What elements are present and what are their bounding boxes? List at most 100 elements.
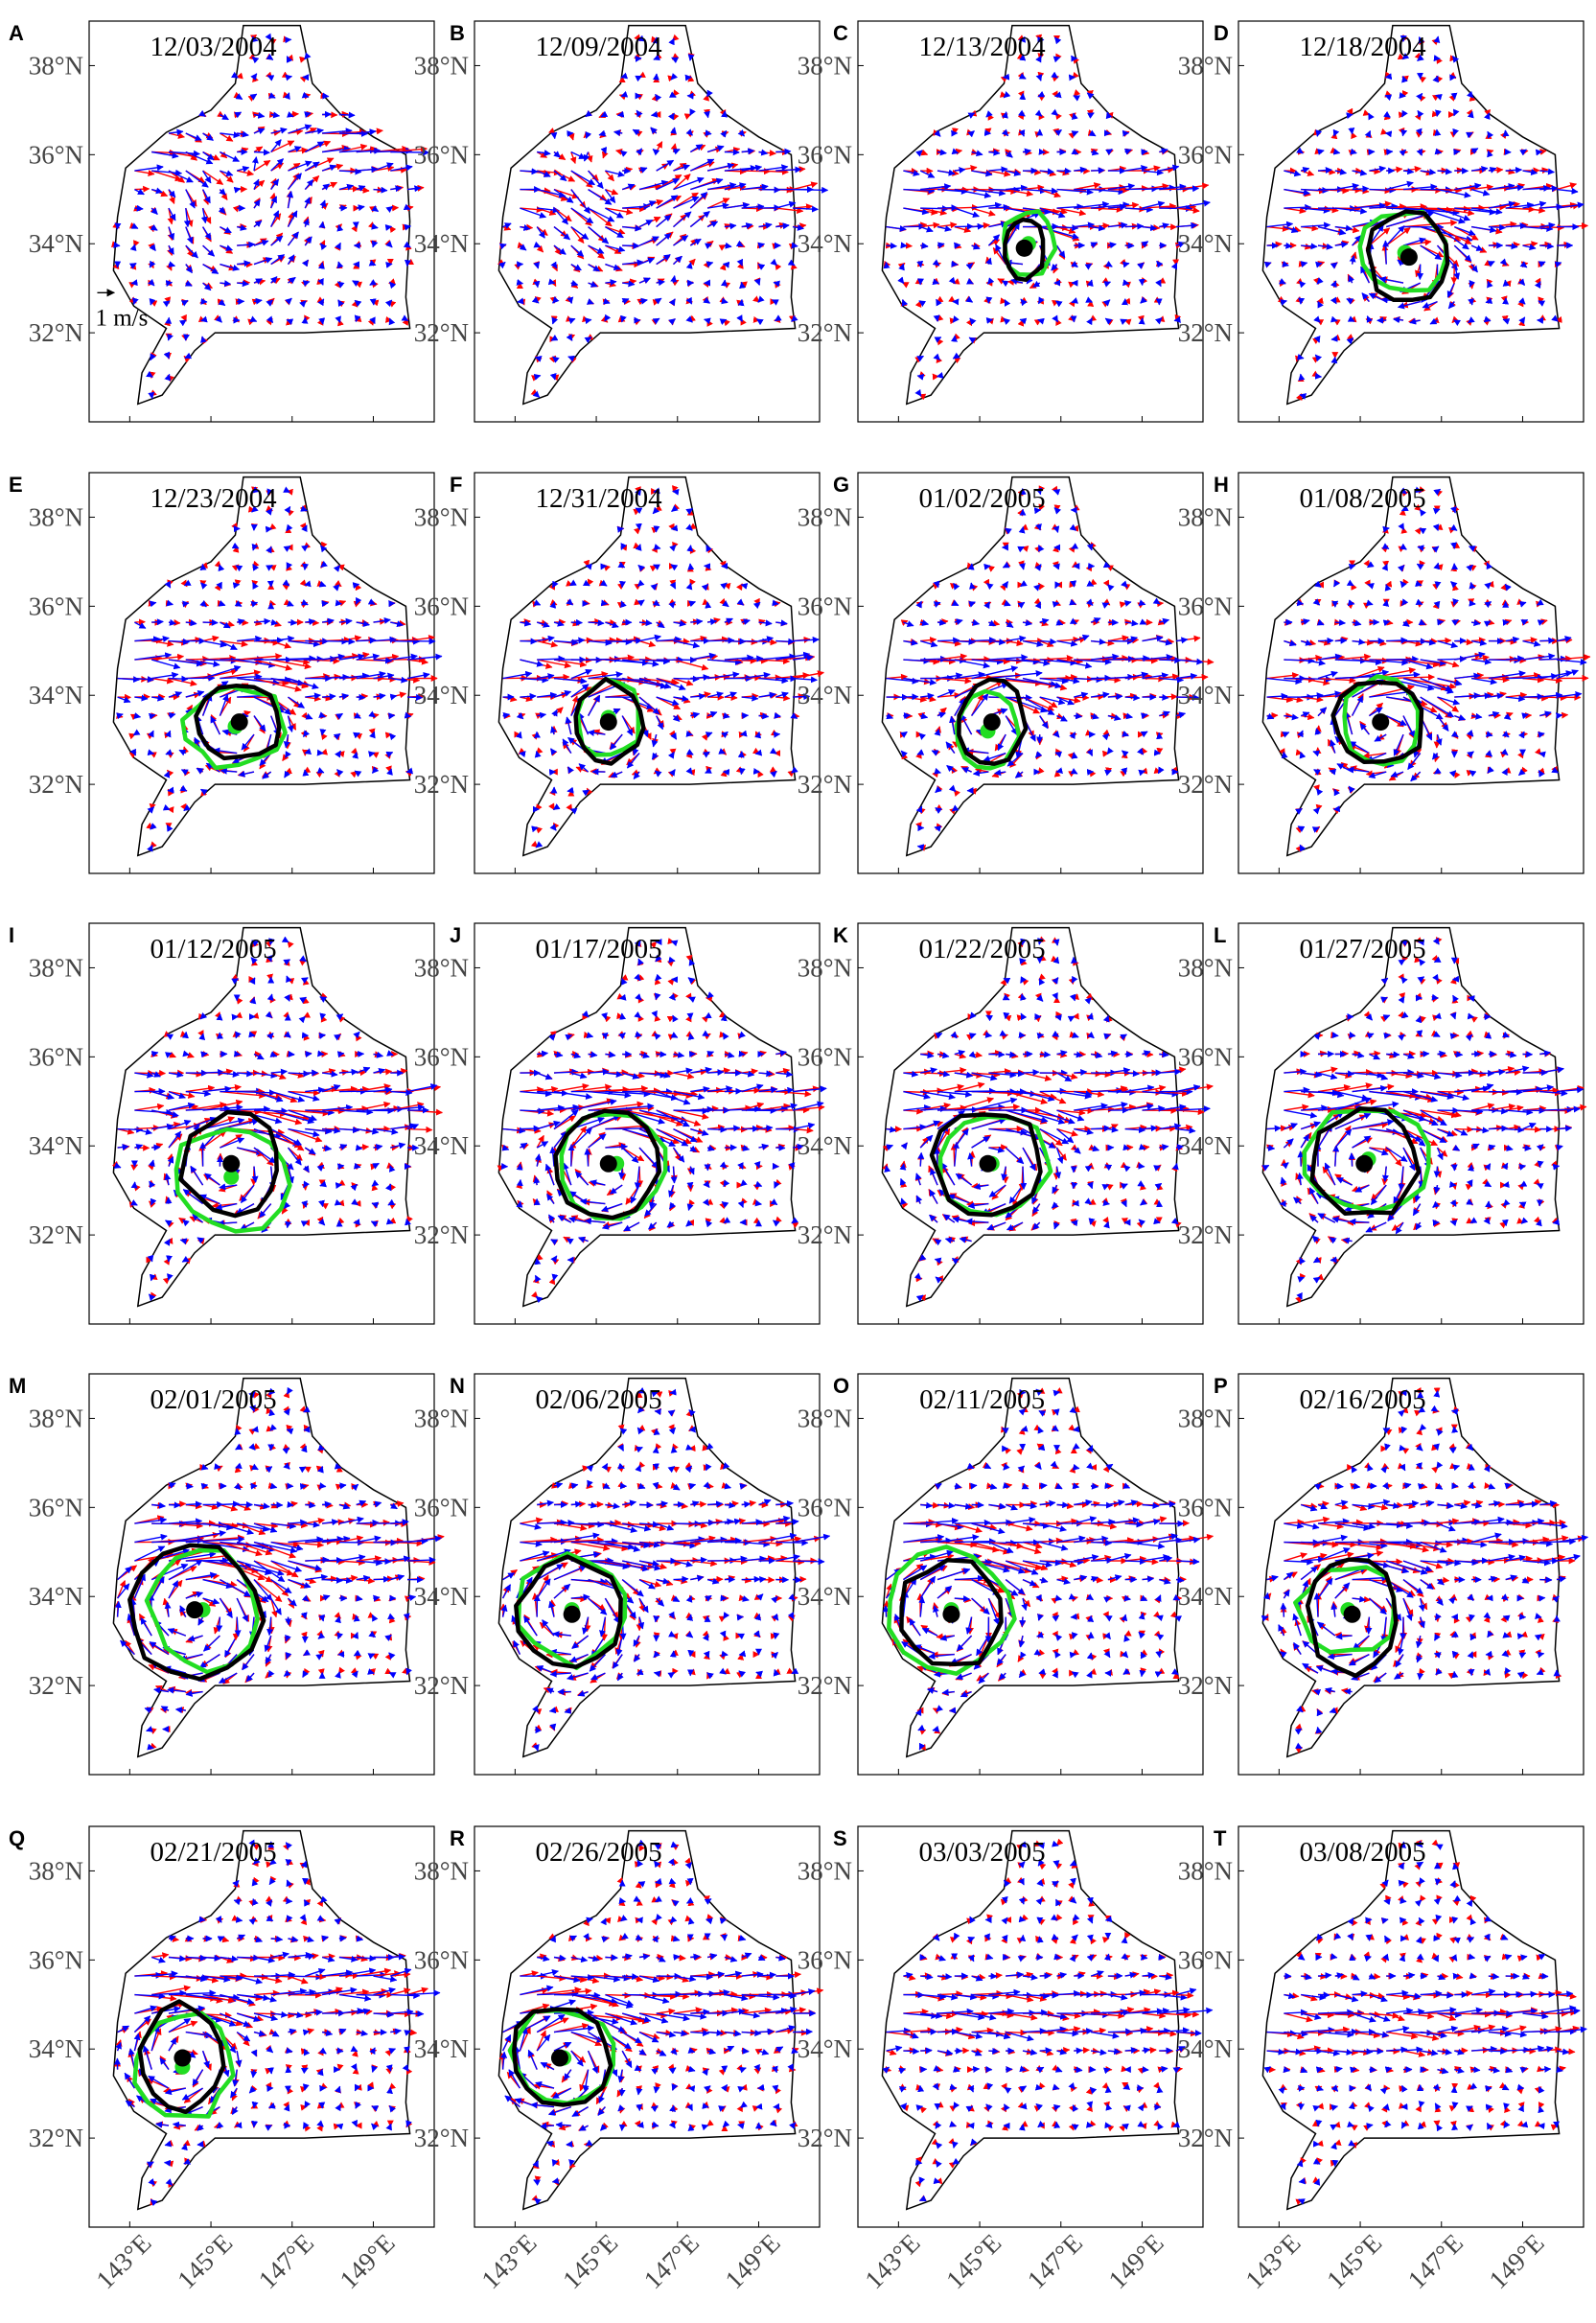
blue-current-vector <box>1334 241 1349 248</box>
blue-current-vector <box>1052 489 1061 496</box>
blue-current-vector <box>1157 766 1165 775</box>
blue-current-vector <box>1020 298 1028 307</box>
red-current-vector <box>758 639 777 646</box>
blue-current-vector <box>1484 582 1492 590</box>
blue-current-vector <box>322 92 330 100</box>
blue-current-vector <box>520 638 538 645</box>
red-current-vector <box>287 941 294 948</box>
blue-current-vector <box>1297 825 1306 833</box>
blue-current-vector <box>338 638 356 645</box>
red-current-vector <box>1503 767 1512 774</box>
red-current-vector <box>134 1103 165 1111</box>
blue-current-vector <box>1435 733 1443 746</box>
y-tick-label: 34°N <box>29 229 83 258</box>
blue-current-vector <box>151 618 164 626</box>
blue-current-vector <box>1107 693 1123 701</box>
panel-letter: K <box>833 923 848 947</box>
blue-current-vector <box>253 220 263 228</box>
blue-current-vector <box>317 298 325 307</box>
y-tick-label: 36°N <box>29 1042 83 1071</box>
blue-current-vector <box>204 1173 220 1186</box>
red-current-vector <box>936 356 943 364</box>
blue-current-vector <box>584 1148 591 1167</box>
blue-current-vector <box>929 1214 938 1223</box>
blue-current-vector <box>356 637 377 644</box>
blue-current-vector <box>1159 617 1170 625</box>
blue-current-vector <box>183 579 192 587</box>
blue-current-vector <box>570 1127 592 1149</box>
blue-current-vector <box>1001 280 1009 288</box>
blue-current-vector <box>147 749 155 756</box>
blue-current-vector <box>1466 564 1473 572</box>
blue-current-vector <box>635 993 642 1001</box>
blue-current-vector <box>671 504 679 513</box>
blue-current-vector <box>1124 619 1139 627</box>
blue-current-vector <box>1313 580 1322 588</box>
blue-current-vector <box>535 1295 544 1304</box>
blue-current-vector <box>355 1144 363 1151</box>
blue-current-vector <box>1052 314 1059 323</box>
blue-current-vector <box>1365 599 1374 607</box>
blue-current-vector <box>1470 712 1483 720</box>
blue-current-vector <box>537 188 567 198</box>
blue-current-vector <box>1297 1276 1306 1283</box>
blue-current-vector <box>1052 563 1060 570</box>
blue-current-vector <box>1278 278 1286 285</box>
blue-current-vector <box>951 804 960 812</box>
red-current-vector <box>932 583 940 590</box>
blue-current-vector <box>549 372 557 381</box>
blue-current-vector <box>1104 317 1113 325</box>
blue-current-vector <box>1102 299 1111 307</box>
blue-current-vector <box>1071 543 1079 549</box>
blue-current-vector <box>971 619 981 626</box>
blue-current-vector <box>1317 637 1334 644</box>
blue-current-vector <box>149 297 156 306</box>
blue-current-vector <box>287 173 302 191</box>
panel-letter: E <box>9 473 23 497</box>
red-current-vector <box>268 599 276 607</box>
blue-current-vector <box>1316 788 1324 796</box>
blue-current-vector <box>218 600 226 607</box>
blue-current-vector <box>756 318 764 326</box>
blue-current-vector <box>588 619 605 627</box>
blue-current-vector <box>516 711 524 720</box>
red-current-vector <box>1364 579 1371 588</box>
red-current-vector <box>920 637 937 644</box>
blue-current-vector <box>1159 1068 1182 1076</box>
blue-current-vector <box>914 1173 922 1186</box>
blue-current-vector <box>690 1127 709 1136</box>
blue-current-vector <box>971 150 983 157</box>
blue-current-vector <box>253 617 271 625</box>
blue-current-vector <box>351 1198 359 1206</box>
blue-current-vector <box>1138 769 1146 777</box>
panel-e: E 12/23/2004 32°N 34°N 36°N 38°N <box>9 472 443 874</box>
red-current-vector <box>1039 654 1074 662</box>
red-current-vector <box>150 752 157 758</box>
blue-current-vector <box>305 1050 312 1057</box>
blue-current-vector <box>670 940 679 947</box>
red-current-vector <box>1022 1072 1052 1081</box>
blue-current-vector <box>670 732 678 740</box>
blue-current-vector <box>1280 299 1287 306</box>
blue-current-vector <box>985 110 993 118</box>
blue-current-vector <box>128 262 137 269</box>
blue-current-vector <box>918 732 927 740</box>
blue-current-vector <box>1104 1164 1113 1172</box>
blue-current-vector <box>316 767 325 774</box>
blue-current-vector <box>549 824 557 831</box>
blue-current-vector <box>202 264 220 274</box>
blue-current-vector <box>1014 771 1024 778</box>
blue-current-vector <box>638 257 655 266</box>
blue-current-vector <box>667 751 675 759</box>
red-current-vector <box>634 583 642 591</box>
blue-current-vector <box>1364 129 1372 138</box>
panel-letter: H <box>1214 473 1229 497</box>
blue-current-vector <box>353 1162 361 1170</box>
blue-current-vector <box>741 694 759 702</box>
blue-current-vector <box>1433 488 1442 496</box>
blue-current-vector <box>668 298 676 307</box>
blue-current-vector <box>1020 580 1028 588</box>
blue-current-vector <box>1502 318 1511 325</box>
blue-current-vector <box>1159 693 1169 701</box>
blue-current-vector <box>237 241 256 248</box>
